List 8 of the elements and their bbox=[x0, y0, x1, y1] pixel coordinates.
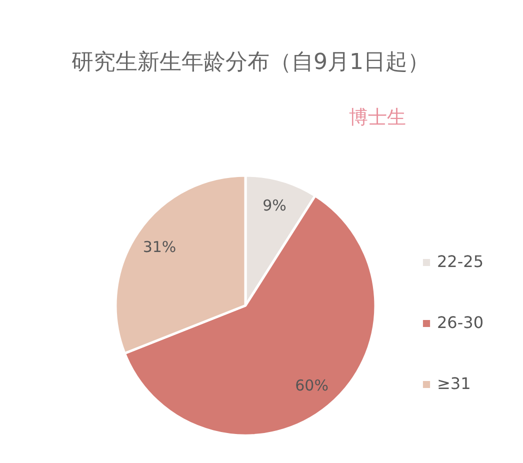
data-label: 60% bbox=[295, 376, 328, 395]
data-label: 9% bbox=[262, 196, 286, 215]
chart-title: 研究生新生年龄分布（自9月1日起） bbox=[72, 50, 430, 75]
legend-label: 26-30 bbox=[437, 313, 484, 332]
legend-label: ≥31 bbox=[437, 374, 471, 393]
chart-subtitle: 博士生 bbox=[349, 106, 406, 128]
data-label: 31% bbox=[142, 238, 176, 256]
legend-label: 22-25 bbox=[437, 252, 484, 271]
